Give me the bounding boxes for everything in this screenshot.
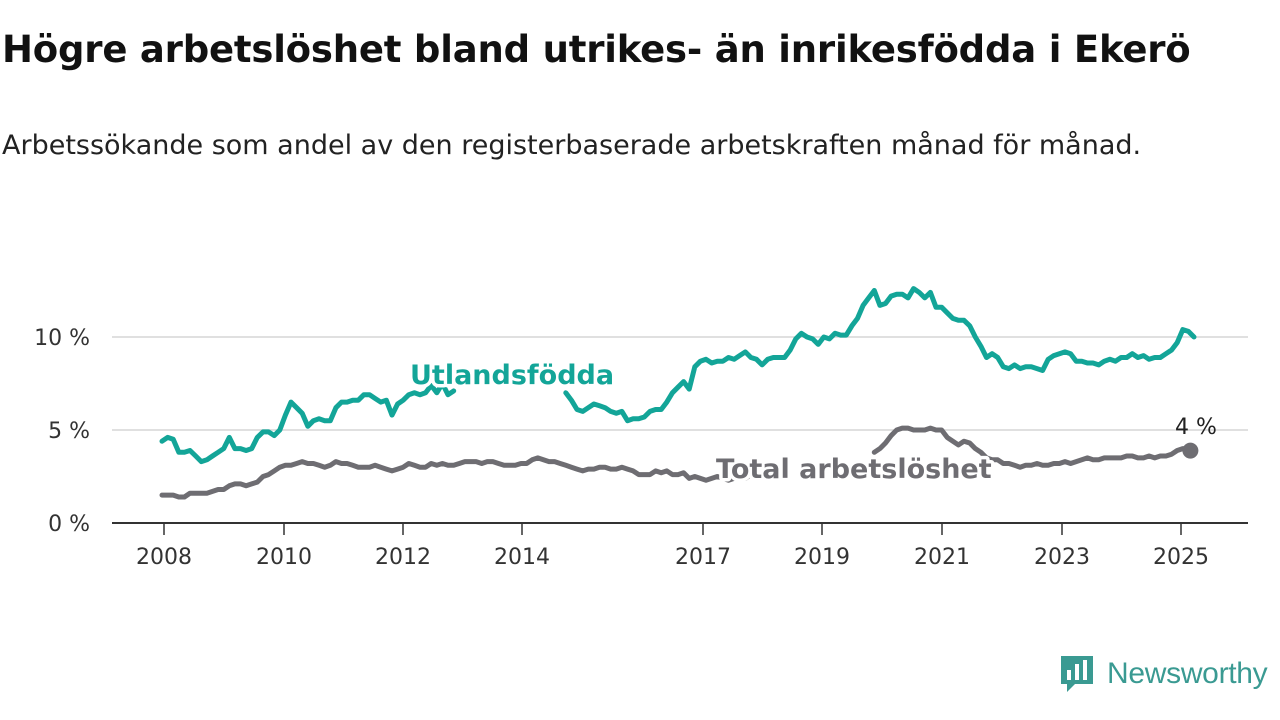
bar-chart-speech-bubble-icon <box>1061 656 1093 692</box>
series-utlandsfodda-line <box>159 381 457 465</box>
x-axis: 2008 2010 2012 2014 2017 2019 2021 2023 2025 <box>112 522 1248 570</box>
series-utlandsfodda-line-2 <box>563 286 1197 424</box>
x-tick-label: 2019 <box>794 545 850 570</box>
y-tick-label: 0 % <box>48 512 90 537</box>
y-axis-ticks: 0 % 5 % 10 % <box>34 326 90 537</box>
x-tick-label: 2010 <box>256 545 312 570</box>
svg-text:Total arbetslöshet: Total arbetslöshet <box>716 454 992 485</box>
y-tick-label: 5 % <box>48 419 90 444</box>
newsworthy-logo: Newsworthy <box>1059 654 1268 694</box>
svg-text:Utlandsfödda: Utlandsfödda <box>410 360 614 391</box>
chart-subtitle: Arbetssökande som andel av den registerb… <box>2 130 1142 161</box>
svg-text:Utlandsfödda: Utlandsfödda <box>410 360 614 391</box>
x-tick-label: 2023 <box>1034 545 1090 570</box>
x-tick-label: 2008 <box>136 545 192 570</box>
x-tick-label: 2021 <box>914 545 970 570</box>
x-tick-label: 2017 <box>675 545 731 570</box>
y-tick-label: 10 % <box>34 326 90 351</box>
grid-lines <box>112 336 1248 431</box>
series-lines <box>159 286 1197 500</box>
series-total-line <box>159 455 754 500</box>
chart-title: Högre arbetslöshet bland utrikes- än inr… <box>2 28 1191 71</box>
end-value-label: 4 % <box>1175 415 1217 440</box>
brand-name: Newsworthy <box>1107 657 1268 690</box>
x-tick-label: 2012 <box>375 545 431 570</box>
x-tick-label: 2014 <box>494 545 550 570</box>
svg-text:Total arbetslöshet: Total arbetslöshet <box>716 454 992 485</box>
x-tick-label: 2025 <box>1153 545 1209 570</box>
series-total-line-2 <box>871 425 1191 470</box>
end-point-marker <box>1182 442 1199 459</box>
